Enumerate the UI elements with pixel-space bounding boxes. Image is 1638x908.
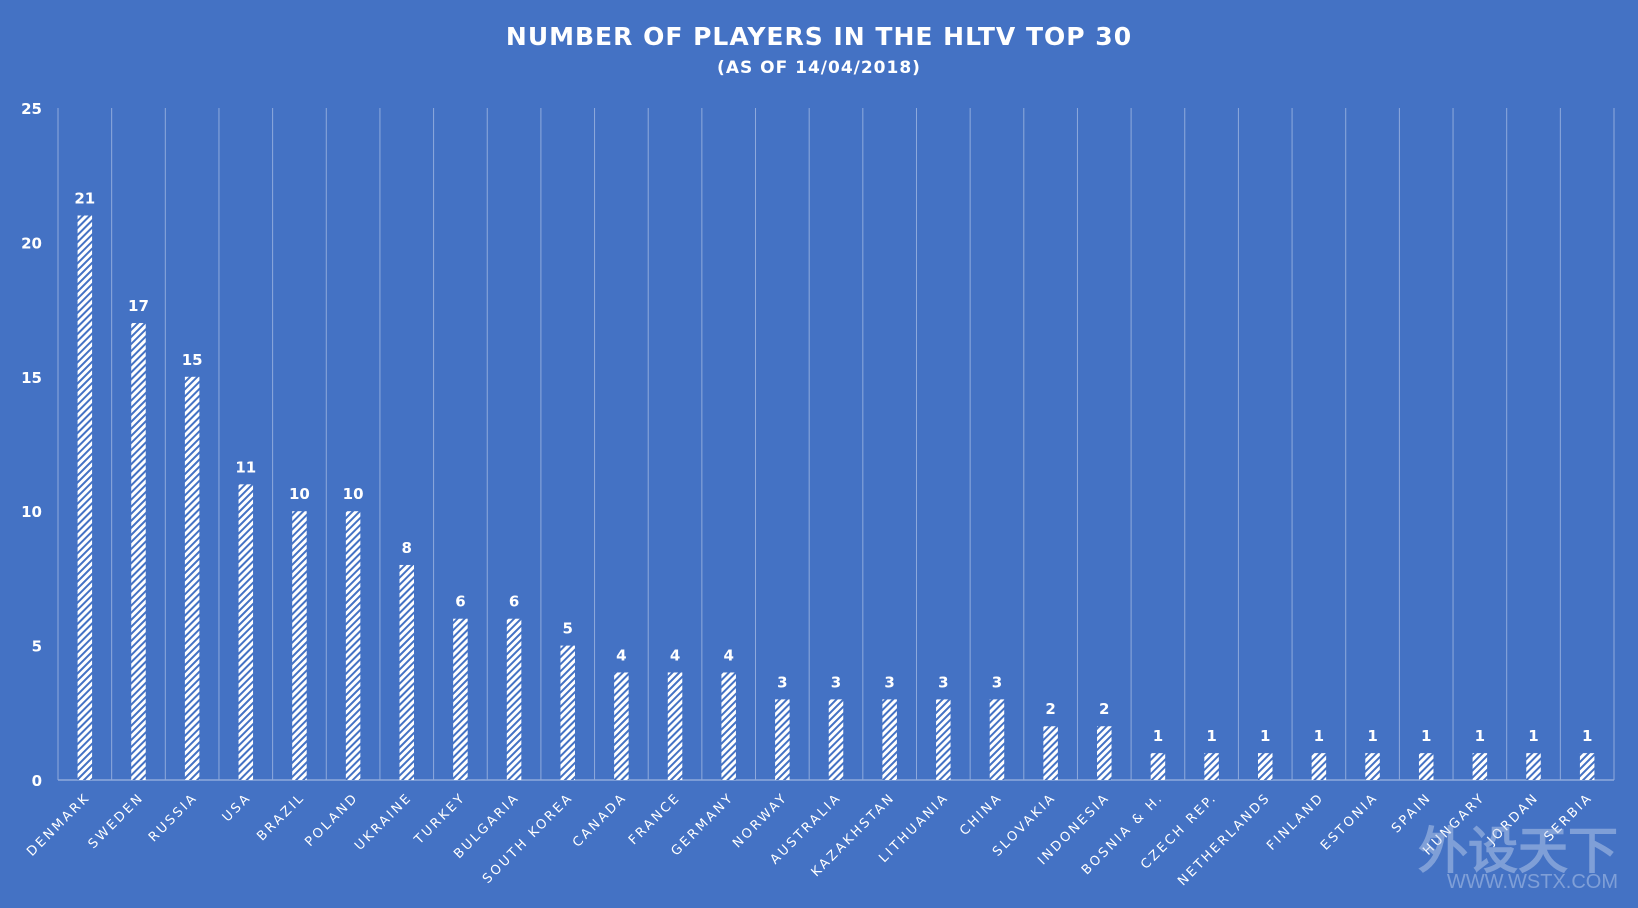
x-tick-label: BRAZIL (254, 790, 308, 844)
data-label: 10 (289, 485, 310, 503)
y-tick-label: 20 (21, 234, 42, 252)
x-tick-label: DENMARK (24, 790, 93, 859)
watermark-url: WWW.WSTX.COM (1447, 871, 1618, 893)
data-label: 4 (723, 646, 733, 664)
data-label: 1 (1367, 727, 1377, 745)
bar (184, 376, 200, 780)
data-label: 1 (1475, 727, 1485, 745)
bar (560, 645, 575, 780)
bar (399, 564, 415, 780)
x-tick-label: CANADA (570, 790, 630, 850)
bar (1365, 753, 1380, 780)
data-label: 5 (563, 620, 573, 638)
data-label: 3 (884, 673, 894, 691)
bar (1311, 753, 1327, 780)
bar (1043, 726, 1058, 780)
data-label: 2 (1045, 700, 1055, 718)
bar (1472, 753, 1488, 780)
bar (721, 672, 736, 780)
data-label: 1 (1582, 727, 1592, 745)
data-label: 1 (1153, 727, 1163, 745)
bar (238, 484, 254, 780)
bar (506, 618, 522, 780)
bar (1257, 753, 1273, 780)
bar (1150, 753, 1166, 780)
y-tick-label: 5 (32, 638, 42, 656)
chart-subtitle: (AS OF 14/04/2018) (717, 58, 921, 78)
bar (882, 699, 897, 780)
data-label: 15 (182, 351, 203, 369)
bar (828, 699, 844, 780)
watermark: 外设天下 WWW.WSTX.COM (1418, 822, 1618, 893)
chart-title: NUMBER OF PLAYERS IN THE HLTV TOP 30 (506, 22, 1132, 51)
y-tick-label: 25 (21, 100, 42, 118)
bar (345, 511, 361, 780)
x-tick-label: UKRAINE (352, 790, 415, 853)
bar (77, 215, 93, 780)
bar (1204, 753, 1219, 780)
y-tick-label: 0 (32, 772, 42, 790)
y-tick-label: 10 (21, 503, 42, 521)
data-label: 3 (992, 673, 1002, 691)
bar (1097, 726, 1112, 780)
data-label: 1 (1314, 727, 1324, 745)
bar (1418, 753, 1434, 780)
data-label: 4 (616, 646, 626, 664)
bar (292, 511, 307, 780)
data-label: 4 (670, 646, 680, 664)
bar (614, 672, 629, 780)
x-tick-label: RUSSIA (146, 790, 201, 845)
data-label: 3 (831, 673, 841, 691)
bar (936, 699, 951, 780)
bar (775, 699, 790, 780)
watermark-cn: 外设天下 (1418, 822, 1618, 880)
bar (453, 618, 468, 780)
bar (1579, 753, 1595, 780)
x-tick-label: SWEDEN (86, 790, 148, 852)
x-tick-label: TURKEY (411, 790, 469, 848)
data-label: 1 (1421, 727, 1431, 745)
y-tick-label: 15 (21, 369, 42, 387)
x-tick-label: ESTONIA (1318, 790, 1381, 853)
x-tick-label: FRANCE (626, 790, 684, 848)
data-label: 6 (509, 593, 519, 611)
data-label: 8 (402, 539, 412, 557)
data-label: 1 (1260, 727, 1270, 745)
data-label: 6 (455, 593, 465, 611)
bar (667, 672, 683, 780)
x-tick-label: CHINA (957, 790, 1006, 839)
data-label: 1 (1206, 727, 1216, 745)
data-label: 10 (343, 485, 364, 503)
data-label: 3 (938, 673, 948, 691)
data-label: 11 (235, 458, 256, 476)
data-label: 3 (777, 673, 787, 691)
x-tick-label: SOUTH KOREA (480, 790, 577, 887)
x-tick-label: USA (220, 790, 255, 825)
bar (131, 323, 146, 780)
x-tick-label: NETHERLANDS (1175, 790, 1274, 889)
bar (989, 699, 1005, 780)
data-label: 17 (128, 297, 149, 315)
bar (1526, 753, 1541, 780)
data-label: 21 (74, 190, 95, 208)
data-label: 2 (1099, 700, 1109, 718)
data-label: 1 (1528, 727, 1538, 745)
